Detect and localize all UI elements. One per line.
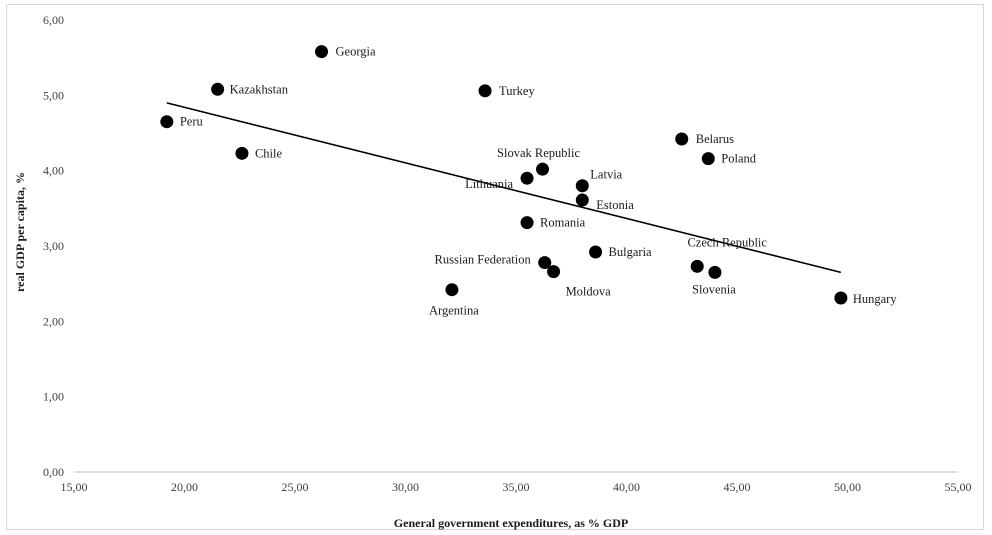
y-tick-label: 2,00 bbox=[43, 314, 64, 328]
label-czech-republic: Czech Republic bbox=[687, 235, 767, 249]
point-labels: Georgia Kazakhstan Turkey Peru Belarus Chile P… bbox=[180, 45, 898, 318]
point-estonia bbox=[575, 193, 589, 207]
label-chile: Chile bbox=[255, 146, 283, 160]
point-moldova bbox=[547, 265, 561, 279]
x-tick-label: 50,00 bbox=[834, 480, 861, 494]
point-chile bbox=[235, 146, 249, 160]
point-kazakhstan bbox=[211, 82, 225, 96]
y-tick-label: 1,00 bbox=[43, 390, 64, 404]
point-argentina bbox=[445, 283, 459, 297]
trendline-layer bbox=[166, 102, 842, 274]
label-slovak-republic: Slovak Republic bbox=[497, 146, 580, 160]
label-latvia: Latvia bbox=[590, 168, 622, 182]
label-russian-federation: Russian Federation bbox=[435, 253, 532, 267]
point-hungary bbox=[834, 291, 848, 305]
label-lithuania: Lithuania bbox=[465, 177, 513, 191]
x-tick-labels: 15,00 20,00 25,00 30,00 35,00 40,00 45,00 50,00… bbox=[61, 480, 972, 494]
label-argentina: Argentina bbox=[429, 304, 479, 318]
data-points bbox=[160, 45, 848, 305]
point-latvia bbox=[575, 179, 589, 193]
point-turkey bbox=[478, 84, 492, 98]
x-tick-label: 20,00 bbox=[171, 480, 198, 494]
y-tick-label: 5,00 bbox=[43, 88, 64, 102]
y-tick-label: 3,00 bbox=[43, 239, 64, 253]
y-tick-label: 6,00 bbox=[43, 13, 64, 27]
label-georgia: Georgia bbox=[336, 45, 376, 59]
y-tick-label: 0,00 bbox=[43, 465, 64, 479]
label-estonia: Estonia bbox=[596, 198, 634, 212]
label-slovenia: Slovenia bbox=[692, 282, 736, 296]
label-bulgaria: Bulgaria bbox=[609, 245, 652, 259]
point-poland bbox=[701, 152, 715, 166]
point-czech-republic bbox=[690, 259, 704, 273]
x-tick-label: 55,00 bbox=[945, 480, 972, 494]
x-tick-label: 35,00 bbox=[503, 480, 530, 494]
point-slovenia bbox=[708, 265, 722, 279]
y-axis-title: real GDP per capita, % bbox=[13, 172, 27, 292]
label-poland: Poland bbox=[721, 152, 756, 166]
y-tick-label: 4,00 bbox=[43, 164, 64, 178]
trendline bbox=[166, 102, 842, 274]
y-tick-labels: 0,00 1,00 2,00 3,00 4,00 5,00 6,00 bbox=[43, 13, 64, 479]
x-tick-label: 40,00 bbox=[613, 480, 640, 494]
label-belarus: Belarus bbox=[696, 132, 734, 146]
x-tick-label: 30,00 bbox=[392, 480, 419, 494]
label-moldova: Moldova bbox=[566, 285, 612, 299]
point-belarus bbox=[675, 132, 689, 146]
label-peru: Peru bbox=[180, 115, 204, 129]
point-lithuania bbox=[520, 171, 534, 185]
point-georgia bbox=[315, 45, 329, 59]
point-slovak-republic bbox=[536, 162, 550, 176]
label-turkey: Turkey bbox=[499, 84, 535, 98]
label-hungary: Hungary bbox=[853, 292, 897, 306]
label-kazakhstan: Kazakhstan bbox=[230, 82, 289, 96]
point-romania bbox=[520, 216, 534, 230]
point-russian-federation bbox=[538, 256, 552, 270]
point-peru bbox=[160, 115, 174, 129]
x-axis-title: General government expenditures, as % GD… bbox=[394, 516, 628, 530]
x-tick-label: 25,00 bbox=[282, 480, 309, 494]
x-tick-label: 15,00 bbox=[61, 480, 88, 494]
point-bulgaria bbox=[589, 245, 603, 259]
label-romania: Romania bbox=[540, 216, 586, 230]
x-tick-label: 45,00 bbox=[724, 480, 751, 494]
